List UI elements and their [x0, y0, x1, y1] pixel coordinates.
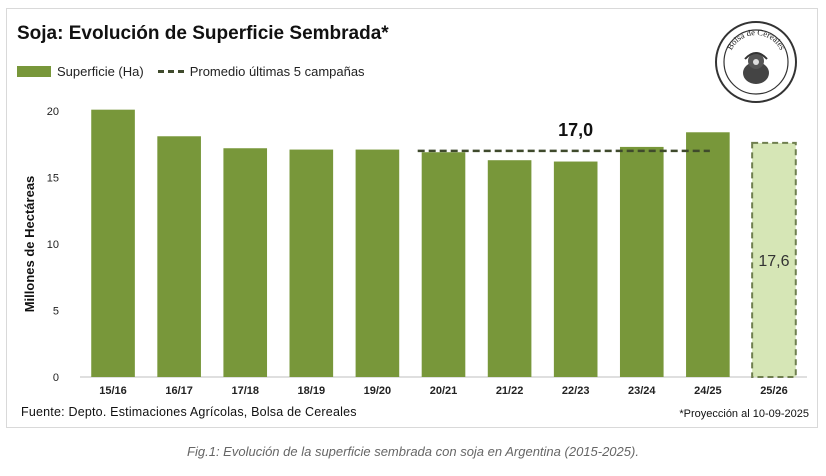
bar-19/20: [355, 149, 400, 377]
x-tick-label: 17/18: [231, 385, 259, 397]
bar-16/17: [157, 136, 201, 377]
y-tick-label: 5: [53, 306, 59, 318]
bar-15/16: [91, 109, 135, 378]
projection-value-label: 17,6: [758, 253, 789, 270]
y-tick-label: 10: [47, 239, 59, 251]
bar-21/22: [487, 160, 532, 377]
bar-23/24: [619, 146, 664, 377]
y-axis-label: Millones de Hectáreas: [22, 176, 37, 313]
source-note: Fuente: Depto. Estimaciones Agrícolas, B…: [21, 405, 357, 419]
y-tick-label: 20: [47, 106, 59, 118]
x-tick-label: 16/17: [165, 385, 193, 397]
figure-caption: Fig.1: Evolución de la superficie sembra…: [187, 444, 639, 459]
x-tick-label: 15/16: [99, 385, 127, 397]
legend-label-promedio: Promedio últimas 5 campañas: [189, 64, 365, 79]
bar-projected-25/26: [751, 141, 797, 378]
y-tick-label: 15: [47, 173, 59, 185]
x-tick-label: 20/21: [430, 385, 458, 397]
legend-label-superficie: Superficie (Ha): [57, 64, 144, 79]
bar-17/18: [223, 148, 268, 377]
bolsa-de-cereales-logo: Bolsa de Cereales: [715, 21, 797, 103]
bar-22/23: [553, 161, 598, 377]
projection-note: *Proyección al 10-09-2025: [679, 408, 809, 420]
x-tick-label: 22/23: [562, 385, 590, 397]
bar-18/19: [289, 149, 334, 377]
x-tick-label: 25/26: [760, 385, 788, 397]
legend-dash-swatch: [157, 70, 184, 73]
bar-24/25: [686, 132, 730, 377]
x-tick-label: 18/19: [298, 385, 326, 397]
x-tick-label: 24/25: [694, 385, 722, 397]
legend-bar-swatch: [17, 66, 51, 77]
y-tick-label: 0: [53, 372, 59, 384]
x-tick-label: 23/24: [628, 385, 656, 397]
chart-legend: Superficie (Ha) Promedio últimas 5 campa…: [17, 64, 365, 79]
x-tick-label: 19/20: [364, 385, 392, 397]
bar-chart: Millones de Hectáreas 0 5 10 15 20 15/16 16/17 1…: [22, 106, 807, 397]
bar-20/21: [421, 152, 466, 377]
x-tick-label: 21/22: [496, 385, 524, 397]
average-value-label: 17,0: [558, 120, 593, 140]
chart-card: Soja: Evolución de Superficie Sembrada* …: [6, 8, 818, 428]
chart-title: Soja: Evolución de Superficie Sembrada*: [17, 23, 389, 44]
